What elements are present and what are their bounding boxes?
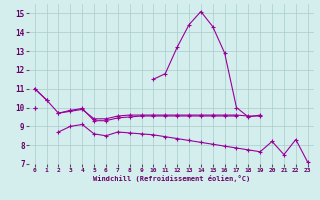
X-axis label: Windchill (Refroidissement éolien,°C): Windchill (Refroidissement éolien,°C) — [92, 175, 250, 182]
